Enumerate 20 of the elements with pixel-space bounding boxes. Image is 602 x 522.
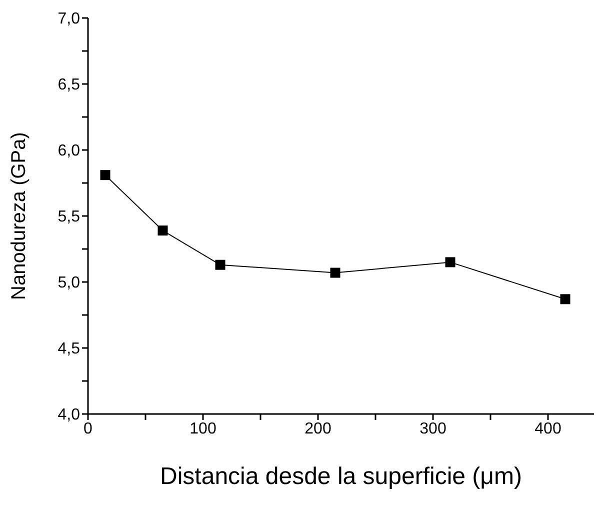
point xyxy=(445,257,456,268)
x-tick-label: 100 xyxy=(190,420,216,438)
x-tick-label: 0 xyxy=(84,420,93,438)
point xyxy=(100,170,110,180)
y-tick-label: 7,0 xyxy=(58,10,80,28)
point xyxy=(560,294,570,304)
y-tick-label: 5,0 xyxy=(58,274,80,292)
x-tick-label: 300 xyxy=(420,420,446,438)
point xyxy=(330,268,340,278)
y-tick-label: 5,5 xyxy=(58,208,80,226)
x-tick-label: 200 xyxy=(304,420,332,438)
y-tick-label: 4,0 xyxy=(58,406,80,424)
y-tick-label: 6,0 xyxy=(58,142,80,160)
point xyxy=(215,260,226,270)
y-tick-label: 6,5 xyxy=(58,76,80,94)
y-tick-label: 4,5 xyxy=(58,340,80,358)
x-tick-label: 400 xyxy=(534,420,562,438)
y-axis-title: Nanodureza (GPa) xyxy=(8,132,30,300)
point xyxy=(158,226,168,236)
x-axis-title: Distancia desde la superficie (μm) xyxy=(160,463,522,490)
